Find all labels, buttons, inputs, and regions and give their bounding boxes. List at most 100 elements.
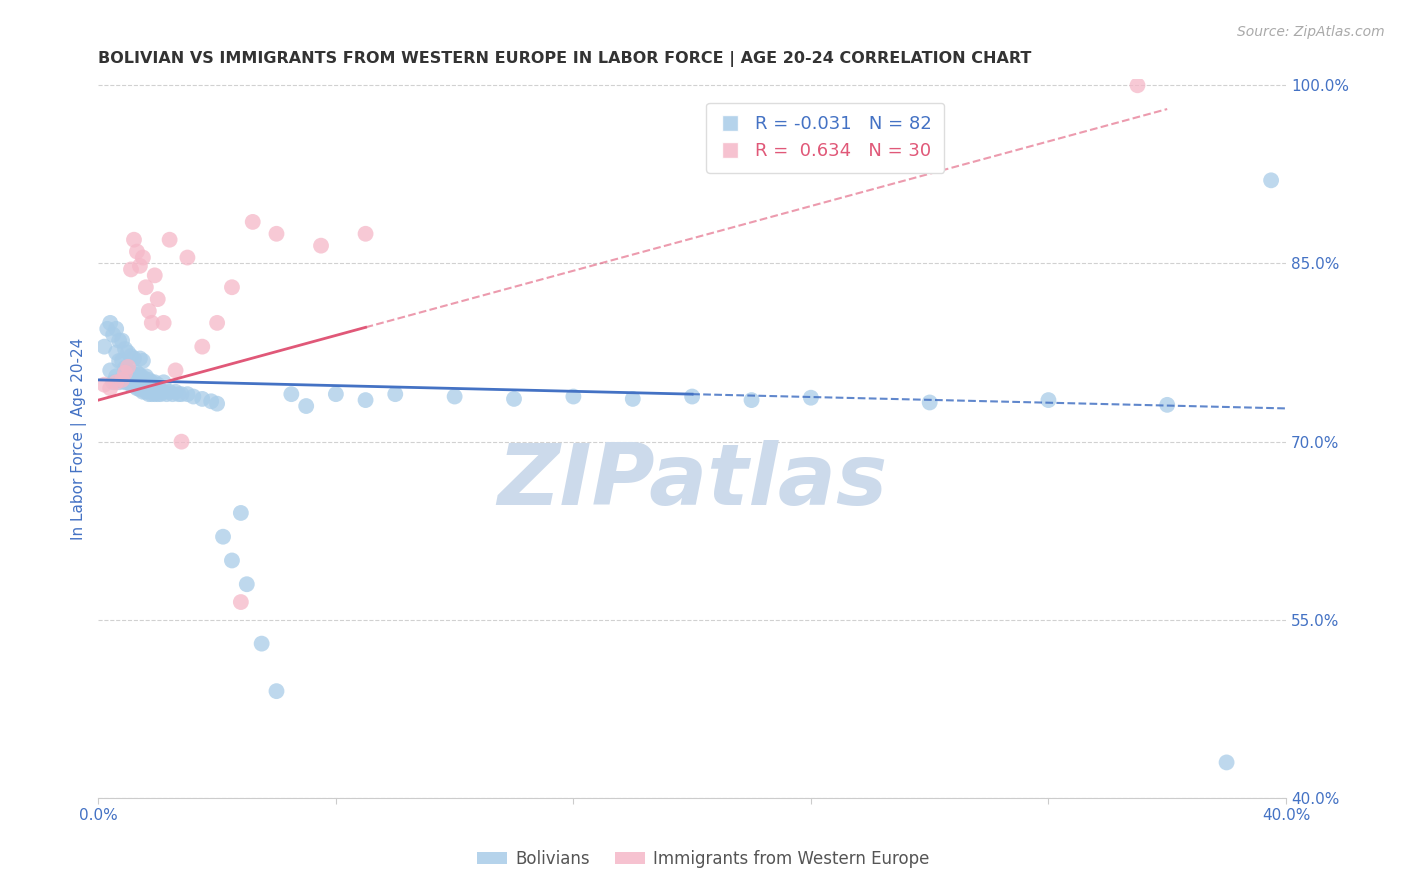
Point	[280, 387, 302, 401]
Point	[111, 334, 134, 348]
Point	[170, 387, 193, 401]
Point	[114, 342, 136, 356]
Point	[1126, 78, 1149, 93]
Point	[443, 390, 465, 404]
Point	[129, 351, 152, 366]
Point	[1260, 173, 1282, 187]
Point	[562, 390, 585, 404]
Point	[132, 370, 155, 384]
Point	[354, 393, 377, 408]
Point	[266, 684, 288, 698]
Point	[165, 384, 187, 399]
Point	[138, 387, 160, 401]
Point	[98, 363, 121, 377]
Point	[354, 227, 377, 241]
Point	[309, 238, 332, 252]
Point	[503, 392, 526, 406]
Point	[191, 392, 214, 406]
Point	[149, 387, 172, 401]
Y-axis label: In Labor Force | Age 20-24: In Labor Force | Age 20-24	[72, 337, 87, 540]
Point	[146, 377, 169, 392]
Point	[117, 376, 139, 390]
Point	[98, 316, 121, 330]
Point	[143, 387, 166, 401]
Point	[205, 397, 228, 411]
Point	[242, 215, 264, 229]
Point	[132, 384, 155, 399]
Point	[103, 376, 125, 390]
Text: Source: ZipAtlas.com: Source: ZipAtlas.com	[1237, 25, 1385, 39]
Point	[384, 387, 406, 401]
Legend: Bolivians, Immigrants from Western Europe: Bolivians, Immigrants from Western Europ…	[470, 844, 936, 875]
Point	[114, 366, 136, 380]
Point	[156, 387, 179, 401]
Point	[105, 376, 128, 390]
Point	[111, 354, 134, 368]
Point	[918, 395, 941, 409]
Point	[146, 387, 169, 401]
Point	[741, 393, 763, 408]
Point	[117, 359, 139, 374]
Point	[221, 280, 243, 294]
Point	[135, 369, 157, 384]
Point	[143, 376, 166, 390]
Point	[159, 233, 181, 247]
Point	[167, 387, 190, 401]
Point	[93, 340, 115, 354]
Point	[114, 376, 136, 390]
Point	[120, 262, 142, 277]
Point	[165, 363, 187, 377]
Point	[1156, 398, 1178, 412]
Point	[176, 387, 198, 401]
Point	[114, 361, 136, 376]
Point	[236, 577, 259, 591]
Point	[132, 354, 155, 368]
Point	[120, 349, 142, 363]
Point	[129, 259, 152, 273]
Point	[103, 327, 125, 342]
Point	[266, 227, 288, 241]
Point	[125, 244, 148, 259]
Point	[105, 322, 128, 336]
Point	[152, 316, 174, 330]
Text: BOLIVIAN VS IMMIGRANTS FROM WESTERN EUROPE IN LABOR FORCE | AGE 20-24 CORRELATIO: BOLIVIAN VS IMMIGRANTS FROM WESTERN EURO…	[98, 51, 1032, 67]
Point	[135, 384, 157, 399]
Point	[108, 376, 131, 390]
Point	[800, 391, 823, 405]
Point	[111, 373, 134, 387]
Text: ZIPatlas: ZIPatlas	[498, 441, 887, 524]
Point	[159, 384, 181, 399]
Point	[108, 334, 131, 348]
Point	[229, 595, 252, 609]
Point	[170, 434, 193, 449]
Point	[191, 340, 214, 354]
Point	[125, 381, 148, 395]
Point	[120, 377, 142, 392]
Point	[105, 369, 128, 384]
Point	[122, 351, 145, 366]
Point	[621, 392, 644, 406]
Point	[183, 390, 205, 404]
Point	[141, 316, 163, 330]
Point	[295, 399, 318, 413]
Point	[117, 363, 139, 377]
Point	[146, 292, 169, 306]
Point	[111, 373, 134, 387]
Point	[132, 251, 155, 265]
Point	[135, 280, 157, 294]
Point	[205, 316, 228, 330]
Point	[98, 381, 121, 395]
Point	[120, 366, 142, 380]
Point	[96, 322, 118, 336]
Point	[129, 368, 152, 383]
Point	[122, 367, 145, 381]
Point	[200, 394, 222, 409]
Point	[141, 376, 163, 390]
Point	[325, 387, 347, 401]
Point	[221, 553, 243, 567]
Point	[117, 345, 139, 359]
Point	[212, 530, 235, 544]
Point	[141, 387, 163, 401]
Point	[681, 390, 703, 404]
Point	[122, 233, 145, 247]
